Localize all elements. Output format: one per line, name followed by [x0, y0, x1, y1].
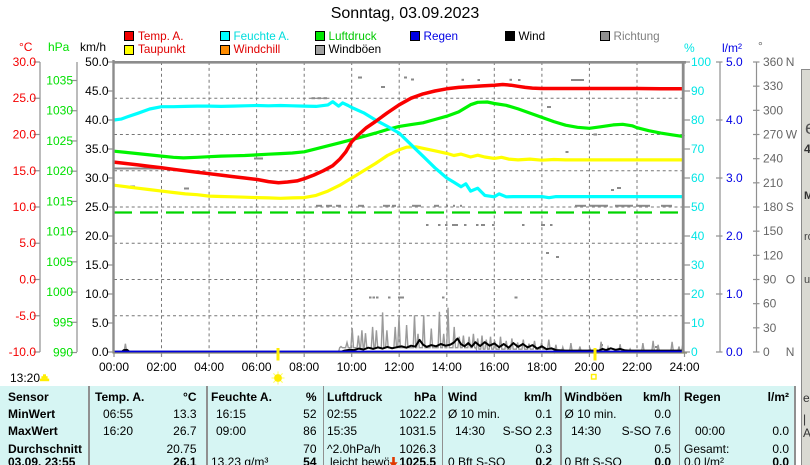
svg-text:0.0: 0.0: [726, 345, 743, 359]
svg-text:04:00: 04:00: [194, 360, 224, 374]
svg-text:l/m²: l/m²: [722, 41, 742, 55]
svg-text:24:00: 24:00: [669, 360, 699, 374]
svg-text:13:20: 13:20: [10, 371, 40, 385]
svg-text:20: 20: [691, 287, 705, 301]
svg-text:30.0: 30.0: [13, 55, 37, 69]
svg-text:O: O: [786, 273, 795, 287]
svg-text:5.0: 5.0: [726, 55, 743, 69]
svg-text:°C: °C: [19, 40, 33, 54]
svg-text:1030: 1030: [46, 104, 73, 118]
svg-text:70: 70: [691, 142, 705, 156]
svg-text:5.0: 5.0: [92, 316, 109, 330]
svg-text:20:00: 20:00: [574, 360, 604, 374]
svg-text:0.0: 0.0: [92, 345, 109, 359]
svg-text:180: 180: [763, 200, 783, 214]
svg-text:210: 210: [763, 176, 783, 190]
svg-text:W: W: [786, 128, 798, 142]
svg-text:90: 90: [691, 84, 705, 98]
svg-text:5.0: 5.0: [19, 236, 36, 250]
svg-text:1005: 1005: [46, 255, 73, 269]
svg-text:16:00: 16:00: [479, 360, 509, 374]
svg-text:30: 30: [691, 258, 705, 272]
svg-text:300: 300: [763, 103, 783, 117]
svg-text:18:00: 18:00: [527, 360, 557, 374]
svg-text:360: 360: [763, 55, 783, 69]
svg-text:12:00: 12:00: [384, 360, 414, 374]
svg-text:1015: 1015: [46, 194, 73, 208]
svg-text:N: N: [786, 55, 795, 69]
svg-text:10.0: 10.0: [13, 200, 37, 214]
svg-text:25.0: 25.0: [13, 91, 37, 105]
svg-text:60: 60: [763, 297, 777, 311]
svg-text:270: 270: [763, 128, 783, 142]
svg-text:S: S: [786, 200, 794, 214]
svg-text:08:00: 08:00: [289, 360, 319, 374]
svg-text:60: 60: [691, 171, 705, 185]
svg-text:2.0: 2.0: [726, 229, 743, 243]
svg-text:-5.0: -5.0: [15, 309, 36, 323]
svg-text:06:00: 06:00: [242, 360, 272, 374]
svg-text:1020: 1020: [46, 164, 73, 178]
svg-text:14:00: 14:00: [432, 360, 462, 374]
svg-text:0: 0: [763, 345, 770, 359]
svg-text:%: %: [684, 41, 695, 55]
svg-text:995: 995: [53, 315, 73, 329]
svg-text:35.0: 35.0: [85, 142, 109, 156]
svg-text:02:00: 02:00: [146, 360, 176, 374]
svg-text:40.0: 40.0: [85, 113, 109, 127]
svg-text:00:00: 00:00: [99, 360, 129, 374]
svg-text:22:00: 22:00: [622, 360, 652, 374]
svg-text:°: °: [758, 39, 763, 53]
svg-text:10:00: 10:00: [337, 360, 367, 374]
svg-text:1000: 1000: [46, 285, 73, 299]
svg-text:100: 100: [691, 55, 711, 69]
svg-text:0: 0: [691, 345, 698, 359]
svg-text:150: 150: [763, 224, 783, 238]
svg-text:hPa: hPa: [48, 40, 70, 54]
svg-text:990: 990: [53, 346, 73, 360]
svg-text:20.0: 20.0: [85, 229, 109, 243]
svg-text:240: 240: [763, 152, 783, 166]
svg-text:20.0: 20.0: [13, 128, 37, 142]
svg-text:120: 120: [763, 248, 783, 262]
svg-text:1025: 1025: [46, 134, 73, 148]
svg-text:90: 90: [763, 273, 777, 287]
svg-text:N: N: [786, 345, 795, 359]
svg-text:3.0: 3.0: [726, 171, 743, 185]
svg-text:50.0: 50.0: [85, 55, 109, 69]
svg-text:-10.0: -10.0: [9, 345, 37, 359]
svg-text:10.0: 10.0: [85, 287, 109, 301]
svg-text:40: 40: [691, 229, 705, 243]
svg-text:30: 30: [763, 321, 777, 335]
svg-text:4.0: 4.0: [726, 113, 743, 127]
svg-text:10: 10: [691, 316, 705, 330]
svg-text:1035: 1035: [46, 74, 73, 88]
svg-text:45.0: 45.0: [85, 84, 109, 98]
svg-text:330: 330: [763, 79, 783, 93]
svg-text:30.0: 30.0: [85, 171, 109, 185]
svg-text:25.0: 25.0: [85, 200, 109, 214]
svg-text:50: 50: [691, 200, 705, 214]
svg-text:1.0: 1.0: [726, 287, 743, 301]
svg-text:15.0: 15.0: [13, 164, 37, 178]
svg-text:15.0: 15.0: [85, 258, 109, 272]
svg-text:1010: 1010: [46, 225, 73, 239]
svg-text:80: 80: [691, 113, 705, 127]
svg-text:0.0: 0.0: [19, 273, 36, 287]
svg-text:km/h: km/h: [80, 40, 106, 54]
